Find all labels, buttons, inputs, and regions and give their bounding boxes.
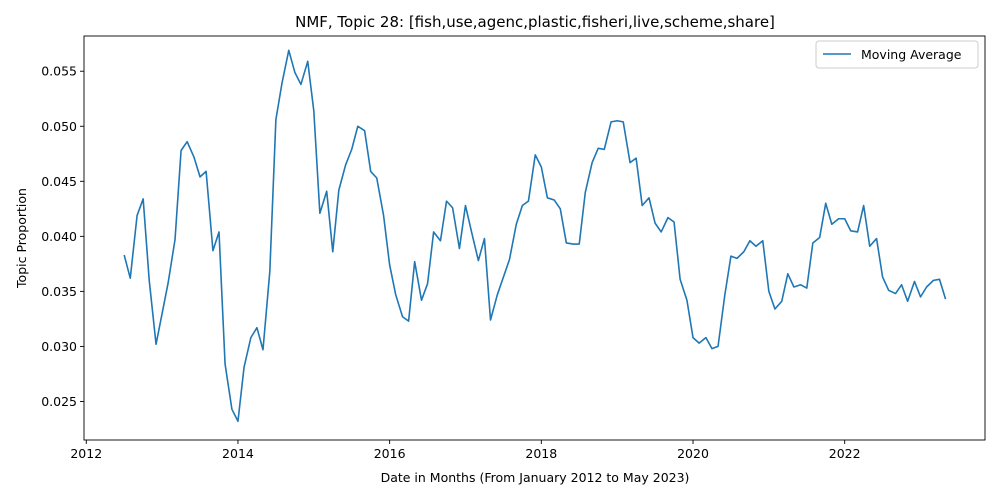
y-axis-label: Topic Proportion [14, 188, 29, 289]
chart-title: NMF, Topic 28: [fish,use,agenc,plastic,f… [295, 13, 775, 31]
x-axis-label: Date in Months (From January 2012 to May… [381, 470, 690, 485]
plot-area [83, 35, 986, 441]
x-tick-label: 2016 [374, 446, 406, 461]
legend-box [815, 40, 979, 69]
x-tick-label: 2014 [222, 446, 254, 461]
y-tick-label: 0.045 [41, 174, 77, 189]
legend: Moving Average [815, 40, 979, 69]
legend-label: Moving Average [861, 47, 962, 62]
y-tick-label: 0.055 [41, 64, 77, 79]
x-tick-label: 2022 [829, 446, 861, 461]
x-axis: 2012 2014 2016 2018 2020 2022 [70, 440, 861, 461]
series-line-moving-average [123, 49, 947, 423]
y-tick-label: 0.025 [41, 394, 77, 409]
y-tick-label: 0.030 [41, 339, 77, 354]
x-tick-label: 2020 [677, 446, 709, 461]
y-tick-label: 0.035 [41, 284, 77, 299]
x-tick-label: 2012 [70, 446, 102, 461]
y-tick-label: 0.050 [41, 119, 77, 134]
y-axis: 0.025 0.030 0.035 0.040 0.045 0.050 0.055 [41, 64, 84, 409]
y-tick-label: 0.040 [41, 229, 77, 244]
plot-frame [83, 35, 986, 441]
x-tick-label: 2018 [525, 446, 557, 461]
